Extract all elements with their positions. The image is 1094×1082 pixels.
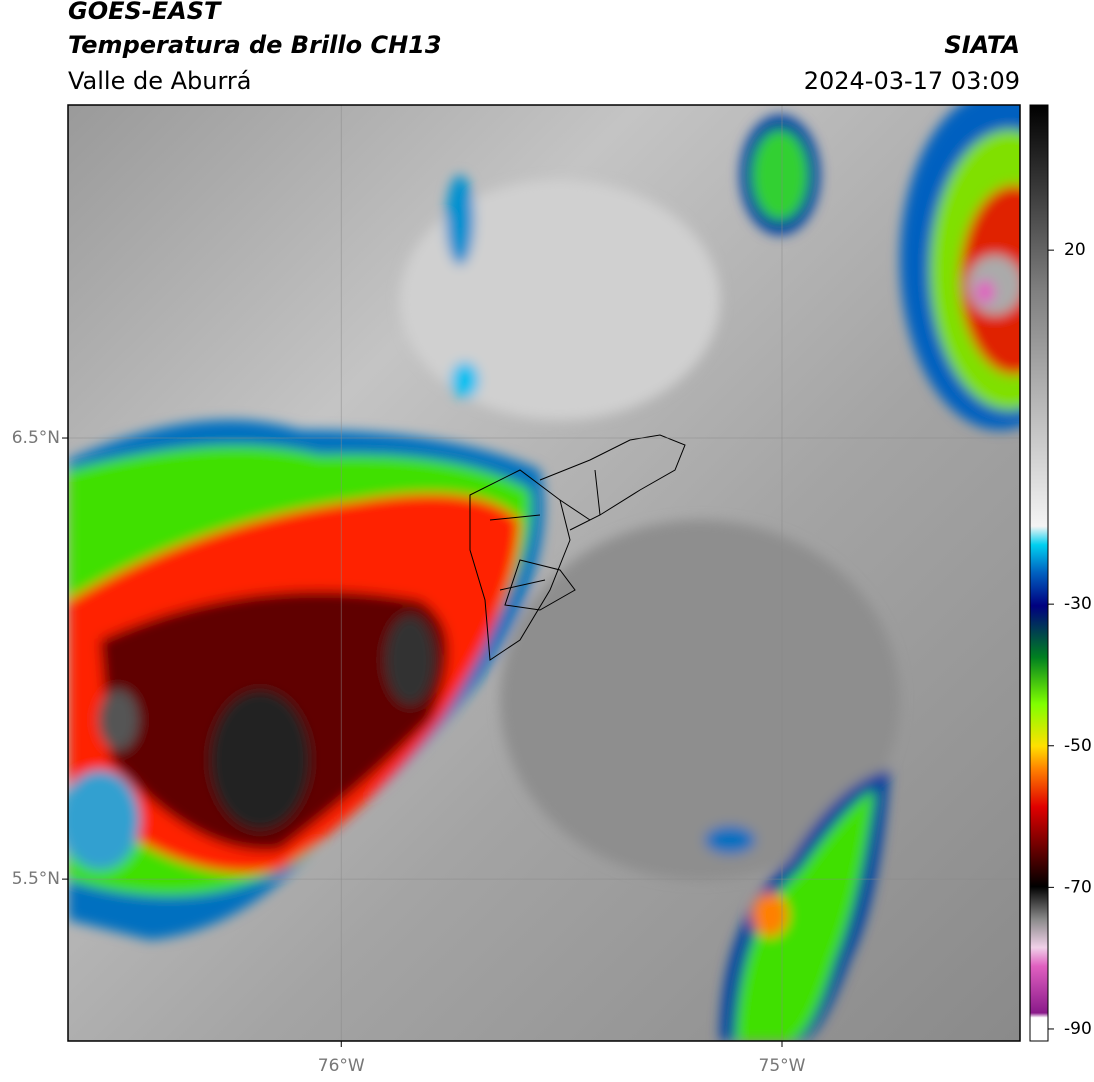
x-tick-label: 76°W: [318, 1056, 365, 1076]
colorbar-tick-label: -30: [1064, 594, 1092, 614]
source: SIATA: [944, 31, 1020, 59]
datetime: 2024-03-17 03:09: [804, 67, 1020, 95]
colorbar-tick-label: -50: [1064, 736, 1092, 756]
region: Valle de Aburrá: [68, 67, 252, 95]
map-frame: [67, 104, 1021, 1042]
colorbar-tick-label: -90: [1064, 1019, 1092, 1039]
colorbar-tick-label: -70: [1064, 877, 1092, 897]
y-tick-label: 6.5°N: [12, 428, 60, 448]
title: GOES-EAST: [68, 0, 222, 25]
y-tick-label: 5.5°N: [12, 869, 60, 889]
x-tick-label: 75°W: [759, 1056, 806, 1076]
colorbar-tick-label: 20: [1064, 240, 1086, 260]
colorbar: [1029, 104, 1049, 1042]
municipal-boundaries: [469, 434, 686, 661]
satellite-image: [68, 105, 1020, 1041]
subtitle: Temperatura de Brillo CH13: [68, 31, 442, 59]
graticule: [68, 105, 1020, 1041]
